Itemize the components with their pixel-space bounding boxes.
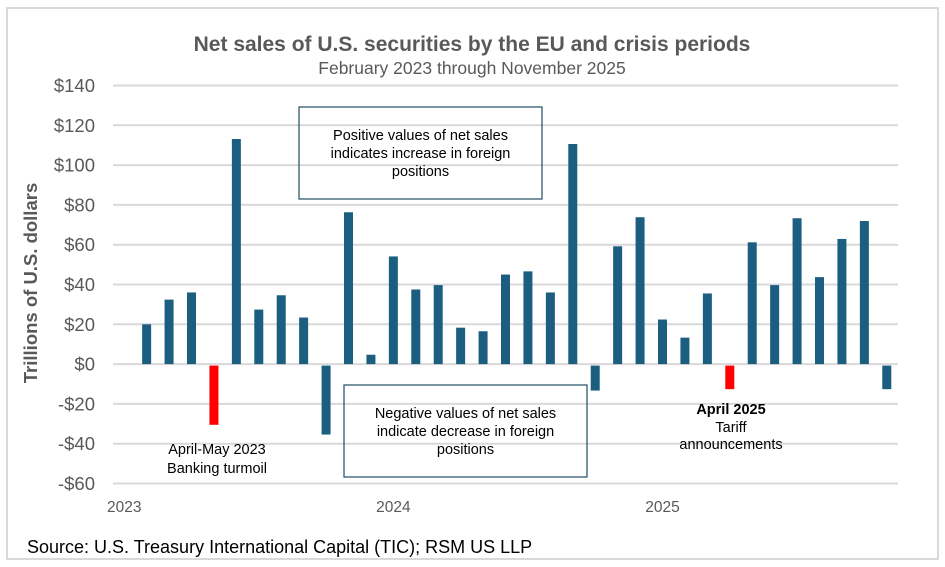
bar (590, 365, 600, 391)
bar-highlighted (209, 365, 219, 425)
x-tick-label: 2023 (107, 499, 141, 516)
y-tick-label: -$60 (58, 473, 95, 494)
tariff-note-date: April 2025 (696, 402, 765, 418)
bar (501, 274, 510, 365)
bar (433, 285, 443, 365)
y-tick-label: $140 (54, 75, 95, 96)
y-tick-label: $100 (54, 155, 95, 176)
tariff-note-line-1: Tariff (715, 420, 747, 436)
y-tick-label: $60 (64, 234, 95, 255)
bar (613, 246, 623, 365)
banking-note-line-1: April-May 2023 (168, 442, 266, 458)
positive-note-line-1: Positive values of net sales (333, 128, 508, 144)
bar (344, 212, 353, 365)
bar (680, 337, 690, 365)
bar (702, 293, 712, 365)
bar (747, 242, 757, 365)
bar (568, 144, 578, 365)
bar (366, 354, 376, 365)
positive-note-line-3: positions (392, 164, 449, 180)
x-tick-label: 2025 (645, 499, 679, 516)
bars (142, 139, 892, 435)
bar (635, 217, 645, 365)
bar (411, 289, 421, 365)
y-axis-title: Trillions of U.S. dollars (20, 183, 41, 383)
negative-note-line-3: positions (437, 442, 494, 458)
bar (770, 285, 780, 365)
bar (321, 365, 331, 435)
y-tick-label: $120 (54, 115, 95, 136)
x-tick-label: 2024 (376, 499, 411, 516)
bar (478, 331, 488, 365)
bar (299, 317, 309, 365)
negative-note-box (343, 384, 588, 478)
bar (837, 238, 847, 365)
bar (545, 292, 555, 365)
bar (815, 277, 824, 365)
chart-subtitle: February 2023 through November 2025 (318, 58, 625, 78)
bar (231, 139, 241, 365)
bar (658, 319, 667, 365)
bar (882, 365, 892, 390)
tariff-note-line-2: announcements (679, 437, 782, 453)
annotation-boxes: Positive values of net sales indicates i… (298, 106, 588, 478)
banking-note-line-2: Banking turmoil (167, 461, 267, 477)
y-tick-label: $0 (74, 354, 95, 375)
chart-frame (6, 7, 939, 560)
x-axis-ticks: 2023 2024 2025 (107, 499, 680, 516)
negative-note-line-1: Negative values of net sales (375, 406, 556, 422)
positive-note-box (298, 106, 543, 200)
y-tick-label: -$20 (58, 393, 95, 414)
bar (456, 327, 466, 365)
bar (388, 256, 398, 365)
bar (254, 309, 264, 365)
negative-note-line-2: indicate decrease in foreign (377, 424, 554, 440)
y-tick-label: -$40 (58, 433, 95, 454)
positive-note-line-2: indicates increase in foreign (331, 146, 511, 162)
bar (142, 324, 152, 365)
bar (523, 271, 533, 365)
bar-highlighted (725, 365, 735, 390)
bar (164, 299, 174, 365)
y-tick-label: $20 (64, 314, 95, 335)
bar (187, 292, 196, 365)
source-note: Source: U.S. Treasury International Capi… (27, 537, 532, 557)
gridlines (113, 84, 898, 485)
bar (276, 295, 286, 365)
y-tick-label: $40 (64, 274, 95, 295)
bar (792, 218, 802, 365)
y-axis-ticks: $140 $120 $100 $80 $60 $40 $20 $0 -$20 -$40 -$60 (54, 75, 95, 494)
chart-title: Net sales of U.S. securities by the EU a… (194, 33, 751, 56)
y-tick-label: $80 (64, 194, 95, 215)
bar (859, 221, 869, 365)
